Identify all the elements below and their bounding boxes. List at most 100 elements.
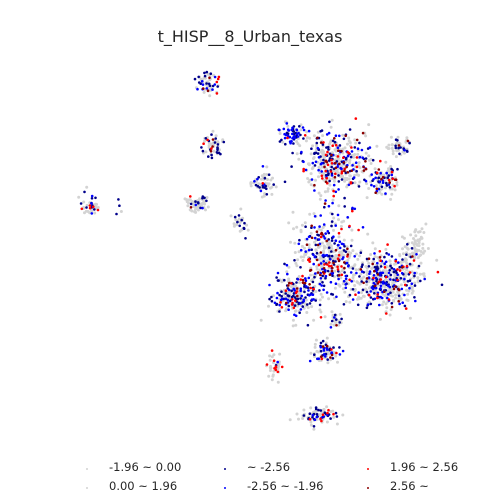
- map-point: [298, 281, 302, 285]
- legend-label: 2.56 ~: [390, 479, 429, 493]
- map-point: [296, 294, 299, 298]
- map-point: [373, 247, 377, 251]
- map-point: [339, 224, 343, 228]
- map-point: [377, 176, 381, 180]
- map-point: [307, 243, 311, 247]
- map-point: [330, 118, 334, 122]
- map-point: [314, 178, 317, 182]
- map-point: [189, 202, 193, 206]
- map-point: [287, 288, 291, 292]
- map-point: [272, 353, 276, 357]
- map-point: [358, 180, 362, 184]
- map-point: [341, 413, 345, 417]
- map-point: [324, 274, 328, 278]
- map-point: [283, 180, 287, 184]
- map-point: [412, 259, 416, 262]
- map-point: [201, 206, 204, 210]
- map-point: [338, 144, 342, 147]
- legend: -1.96 ~ 0.00 0.00 ~ 1.96 ~ -2.56 -2.56 ~…: [80, 458, 500, 498]
- chart-title: t_HISP__8_Urban_texas: [157, 27, 343, 46]
- map-point: [270, 295, 273, 299]
- map-point: [329, 322, 333, 326]
- map-point: [269, 178, 273, 182]
- map-point: [385, 312, 388, 315]
- map-point: [330, 254, 334, 258]
- map-point: [304, 279, 308, 283]
- map-point: [368, 270, 372, 273]
- map-point: [215, 92, 219, 95]
- map-point: [317, 156, 321, 159]
- map-point: [291, 151, 294, 155]
- map-point: [331, 271, 335, 275]
- map-point: [343, 290, 347, 294]
- map-point: [188, 198, 192, 202]
- map-point: [292, 306, 296, 310]
- map-point: [205, 199, 208, 203]
- map-point: [297, 275, 301, 278]
- map-point: [348, 174, 352, 178]
- map-point: [392, 270, 396, 274]
- map-point: [276, 370, 280, 374]
- map-point: [324, 269, 327, 272]
- map-point: [296, 135, 300, 138]
- map-point: [275, 302, 279, 306]
- map-point: [333, 313, 337, 317]
- map-point: [183, 197, 187, 201]
- map-point: [340, 167, 343, 171]
- map-point: [386, 296, 389, 300]
- map-point: [327, 159, 331, 162]
- map-point: [325, 291, 329, 294]
- map-point: [214, 134, 218, 138]
- map-point: [316, 357, 319, 361]
- map-point: [344, 286, 348, 290]
- map-point: [213, 75, 217, 79]
- map-point: [320, 231, 324, 235]
- map-point: [401, 252, 405, 256]
- map-point: [334, 149, 338, 153]
- map-point: [326, 189, 330, 193]
- map-point: [384, 260, 388, 264]
- map-point: [276, 367, 280, 371]
- map-point: [316, 245, 320, 249]
- map-point: [413, 274, 416, 278]
- map-point: [292, 130, 296, 133]
- map-point: [333, 256, 337, 260]
- map-point: [387, 183, 391, 186]
- map-point: [405, 268, 409, 272]
- map-point: [390, 305, 394, 309]
- map-point: [353, 273, 356, 277]
- map-point: [367, 154, 371, 158]
- map-point: [293, 301, 297, 305]
- map-point: [417, 264, 421, 268]
- map-point: [325, 344, 329, 348]
- map-point: [383, 290, 386, 294]
- map-point: [373, 265, 377, 269]
- map-point: [406, 243, 409, 246]
- map-point: [323, 411, 327, 415]
- map-point: [403, 293, 406, 297]
- map-point: [379, 259, 382, 263]
- map-point: [315, 141, 319, 145]
- map-point: [325, 176, 329, 180]
- map-point: [396, 273, 400, 277]
- map-point: [85, 206, 88, 209]
- map-point: [421, 242, 425, 246]
- map-point: [283, 262, 286, 266]
- map-point: [337, 218, 340, 222]
- map-point: [320, 148, 324, 152]
- map-point: [321, 339, 325, 343]
- map-point: [351, 276, 355, 280]
- map-point: [379, 295, 383, 299]
- map-point: [204, 137, 208, 140]
- map-point: [379, 265, 383, 268]
- map-point: [297, 131, 300, 135]
- map-point: [321, 143, 325, 146]
- map-point: [350, 238, 354, 242]
- map-point: [370, 183, 373, 187]
- map-point: [373, 289, 377, 293]
- map-point: [410, 247, 414, 250]
- map-point: [280, 290, 283, 294]
- map-point: [400, 271, 404, 275]
- map-point: [394, 178, 398, 181]
- map-point: [345, 156, 348, 160]
